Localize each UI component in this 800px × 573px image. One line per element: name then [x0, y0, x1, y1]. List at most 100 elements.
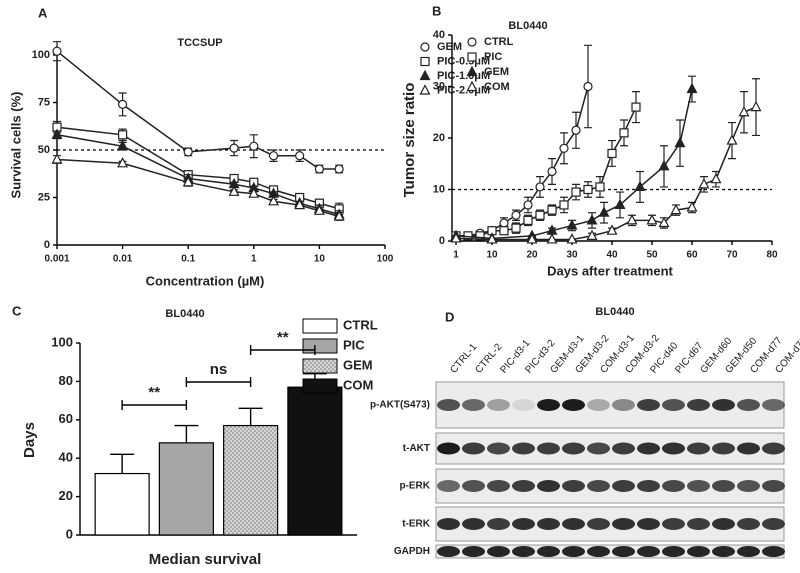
band [637, 546, 660, 557]
marker [117, 130, 128, 140]
band [662, 480, 685, 492]
marker [51, 128, 63, 139]
band [462, 442, 485, 455]
marker [523, 200, 533, 210]
marker [595, 182, 605, 192]
marker [566, 233, 578, 244]
y-tick-label: 10 [433, 183, 445, 195]
band [637, 399, 660, 411]
band [587, 480, 610, 492]
band [512, 480, 535, 492]
band [712, 399, 735, 411]
band [712, 546, 735, 557]
marker [547, 166, 557, 177]
marker [710, 172, 722, 184]
x-tick-label: 60 [686, 250, 698, 261]
marker [686, 201, 698, 212]
band [462, 399, 485, 411]
marker [646, 214, 658, 225]
band [437, 480, 460, 492]
band [487, 546, 510, 557]
band [687, 480, 710, 492]
bar [158, 442, 214, 536]
y-tick-label: 60 [59, 411, 73, 426]
legend-swatch [302, 318, 338, 334]
marker [674, 136, 686, 148]
marker [523, 215, 533, 225]
legend-label: PIC [484, 51, 502, 63]
legend-label: GEM [484, 66, 509, 78]
marker [117, 139, 129, 151]
marker [229, 143, 239, 153]
x-tick-label: 100 [377, 254, 394, 265]
row-label: p-ERK [399, 481, 430, 492]
marker [183, 147, 193, 157]
chart-title: BL0440 [508, 20, 547, 32]
band [537, 399, 560, 411]
band [687, 546, 710, 557]
x-tick-label: 30 [566, 250, 578, 261]
y-tick-label: 25 [38, 191, 50, 203]
marker [419, 84, 431, 95]
band [687, 442, 710, 455]
y-tick-label: 100 [32, 49, 50, 61]
band [662, 518, 685, 530]
marker [670, 203, 682, 215]
band [762, 518, 785, 530]
significance-label: ns [210, 361, 228, 378]
significance-label: ** [148, 384, 160, 401]
marker [268, 195, 280, 206]
band [587, 399, 610, 411]
x-tick-label: 1 [251, 254, 257, 265]
marker [571, 125, 581, 135]
band [487, 442, 510, 455]
band [662, 546, 685, 557]
band [562, 442, 585, 455]
significance-bracket [249, 345, 316, 355]
marker [535, 210, 545, 220]
band [737, 480, 760, 492]
panel-label: B [432, 3, 441, 18]
band [712, 442, 735, 455]
series-line [456, 86, 589, 237]
marker [117, 99, 128, 110]
marker [334, 164, 344, 174]
marker [586, 229, 598, 240]
band [612, 546, 635, 557]
marker [249, 141, 259, 151]
blot-title: BL0440 [595, 306, 634, 318]
chart-title: TCCSUP [177, 37, 222, 49]
legend-label: CTRL [484, 36, 514, 48]
legend-label: CTRL [343, 317, 378, 332]
panel-label: A [38, 5, 48, 20]
marker [182, 176, 194, 187]
marker [566, 219, 578, 230]
band [737, 442, 760, 455]
marker [526, 233, 538, 244]
band [737, 399, 760, 411]
band [712, 518, 735, 530]
marker [268, 151, 279, 161]
x-tick-label: 10 [486, 250, 498, 261]
marker [333, 210, 345, 221]
marker [559, 200, 569, 210]
bar [223, 424, 279, 536]
x-axis-label: Concentration (µM) [146, 273, 265, 288]
marker [295, 151, 305, 161]
series-line [456, 106, 637, 237]
marker [547, 205, 557, 215]
x-tick-label: 70 [726, 250, 738, 261]
band [562, 518, 585, 530]
marker [467, 37, 477, 47]
error-bar [238, 407, 263, 426]
marker [738, 105, 750, 117]
band [537, 442, 560, 455]
marker [571, 187, 581, 197]
band [562, 546, 585, 557]
marker [499, 218, 509, 228]
band [437, 399, 460, 411]
marker [419, 69, 431, 81]
marker [450, 232, 462, 243]
x-axis-label: Days after treatment [547, 263, 673, 278]
band [537, 518, 560, 530]
